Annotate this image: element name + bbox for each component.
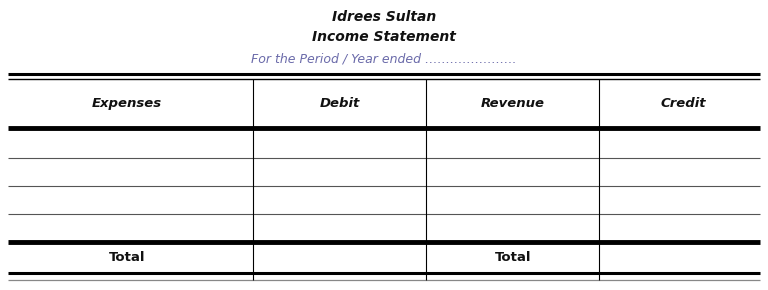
Text: Revenue: Revenue (481, 97, 545, 110)
Text: Idrees Sultan: Idrees Sultan (332, 10, 436, 24)
Text: Total: Total (495, 251, 531, 264)
Text: Credit: Credit (660, 97, 707, 110)
Text: Expenses: Expenses (91, 97, 162, 110)
Text: For the Period / Year ended ………………….: For the Period / Year ended …………………. (251, 52, 517, 65)
Text: Total: Total (108, 251, 145, 264)
Text: Income Statement: Income Statement (312, 30, 456, 44)
Text: Debit: Debit (319, 97, 360, 110)
